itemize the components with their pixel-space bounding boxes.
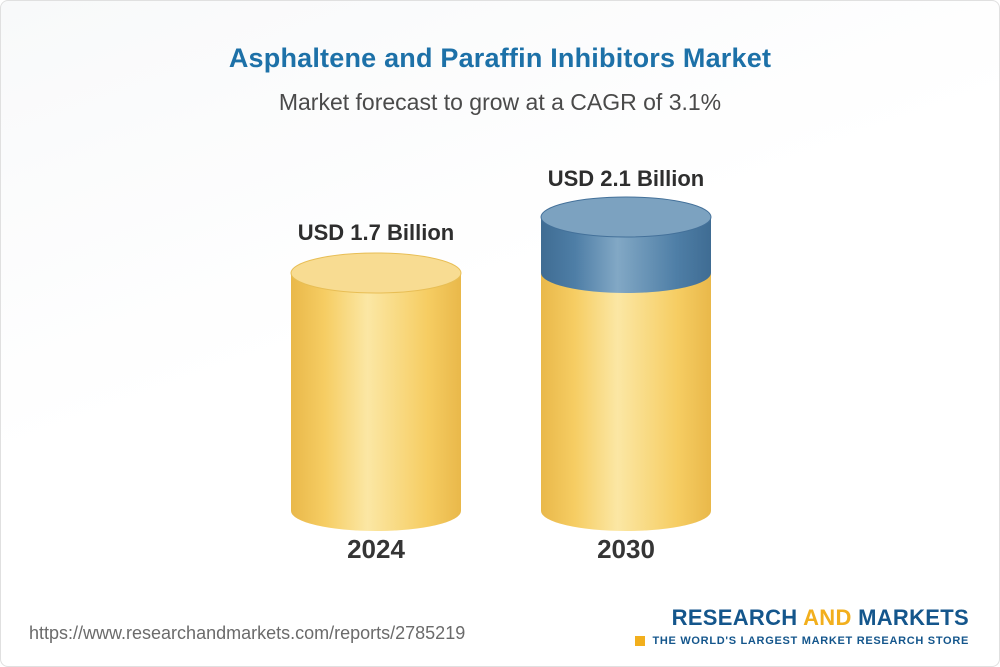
logo-tagline-row: THE WORLD'S LARGEST MARKET RESEARCH STOR…: [635, 635, 969, 647]
logo-wordmark: RESEARCH AND MARKETS: [635, 605, 969, 631]
cylinder-bar-2024: [290, 252, 462, 531]
logo-tagline: THE WORLD'S LARGEST MARKET RESEARCH STOR…: [652, 635, 969, 647]
bar-2030-top-ellipse: [540, 196, 712, 238]
bar-2030-gold-body: [541, 273, 711, 511]
logo-word-and: AND: [803, 605, 852, 630]
cylinder-bar-2030: [540, 196, 712, 531]
value-label-2024: USD 1.7 Billion: [297, 220, 455, 245]
researchandmarkets-logo: RESEARCH AND MARKETS THE WORLD'S LARGEST…: [635, 605, 969, 647]
chart-subtitle: Market forecast to grow at a CAGR of 3.1…: [278, 89, 722, 115]
chart-title: Asphaltene and Paraffin Inhibitors Marke…: [228, 43, 772, 73]
logo-accent-square-icon: [635, 636, 646, 646]
bar-2024-top-ellipse: [290, 252, 462, 294]
logo-word-research: RESEARCH: [671, 605, 798, 630]
value-label-2030: USD 2.1 Billion: [547, 166, 705, 191]
logo-word-markets: MARKETS: [858, 605, 969, 630]
category-label-2030: 2030: [597, 534, 655, 564]
bar-2024-gold-body: [291, 273, 461, 511]
category-label-2024: 2024: [347, 534, 405, 564]
report-url-link[interactable]: https://www.researchandmarkets.com/repor…: [29, 623, 466, 643]
